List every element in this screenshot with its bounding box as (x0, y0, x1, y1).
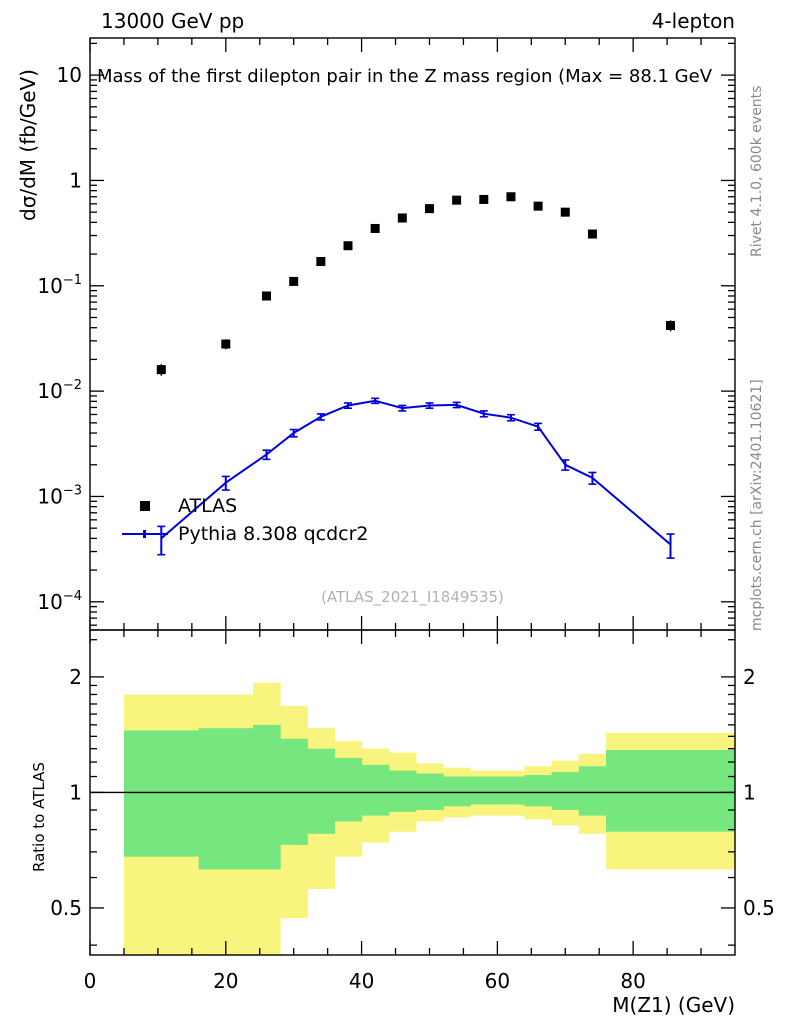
beam-energy-label: 13000 GeV pp (101, 9, 245, 33)
y-tick-label-ratio-left: 2 (69, 665, 82, 689)
x-tick-label: 0 (84, 969, 97, 993)
plot-title: Mass of the first dilepton pair in the Z… (97, 66, 713, 87)
uncertainty-band-inner-bin (307, 748, 336, 834)
x-axis-label: M(Z1) (GeV) (612, 993, 735, 1017)
y-tick-label-main: 10−2 (37, 378, 82, 403)
atlas-data-point (452, 195, 462, 205)
uncertainty-band-inner-bin (415, 773, 444, 810)
process-label: 4-lepton (651, 9, 735, 33)
x-tick-label: 80 (620, 969, 645, 993)
atlas-data-point (262, 291, 272, 301)
uncertainty-band-inner-bin (497, 776, 526, 805)
y-tick-label-main: 10 (57, 63, 82, 87)
legend-label-atlas: ATLAS (178, 495, 238, 517)
atlas-data-point (506, 192, 516, 202)
y-tick-label-ratio-left: 0.5 (50, 896, 82, 920)
y-tick-label-ratio-left: 1 (69, 780, 82, 804)
uncertainty-band-inner-bin (198, 728, 254, 870)
axis-ticks (89, 38, 735, 955)
y-tick-label-main: 10−1 (37, 273, 82, 298)
y-axis-label-main: dσ/dM (fb/GeV) (16, 69, 40, 221)
y-tick-label-main: 1 (69, 168, 82, 192)
y-tick-label-ratio-right: 2 (743, 665, 756, 689)
rivet-version-label: Rivet 4.1.0, 600k events (749, 85, 765, 257)
legend-entry-atlas: ATLAS (120, 492, 369, 520)
x-tick-label: 40 (349, 969, 374, 993)
y-tick-label-main: 10−4 (37, 589, 82, 614)
y-axis-label-ratio: Ratio to ATLAS (30, 762, 48, 872)
ratio-panel-frame (89, 629, 736, 956)
pythia-series (157, 397, 675, 559)
y-tick-label-ratio-right: 0.5 (743, 896, 775, 920)
uncertainty-band-inner-bin (388, 770, 417, 812)
atlas-series (156, 192, 675, 376)
uncertainty-band-inner-bin (470, 776, 498, 805)
atlas-data-point (560, 207, 570, 217)
atlas-data-point (289, 276, 299, 286)
atlas-data-point (221, 339, 231, 349)
atlas-data-point (316, 257, 326, 267)
y-tick-label-main: 10−3 (37, 483, 82, 508)
ratio-uncertainty-bands (123, 682, 735, 955)
analysis-id-watermark: (ATLAS_2021_I1849535) (321, 588, 504, 606)
legend: ATLAS Pythia 8.308 qcdcr2 (120, 492, 369, 548)
atlas-data-point (424, 204, 434, 214)
atlas-data-point (587, 229, 597, 239)
uncertainty-band-inner-bin (361, 764, 390, 816)
legend-label-pythia: Pythia 8.308 qcdcr2 (178, 523, 369, 545)
x-tick-label: 20 (213, 969, 238, 993)
atlas-data-point (370, 223, 380, 233)
atlas-data-point (533, 201, 543, 211)
legend-entry-pythia: Pythia 8.308 qcdcr2 (120, 520, 369, 548)
pythia-line (160, 399, 672, 546)
uncertainty-band-inner (123, 724, 735, 870)
uncertainty-band-inner-bin (578, 766, 607, 816)
x-tick-label: 60 (485, 969, 510, 993)
uncertainty-band-inner-bin (123, 730, 200, 857)
atlas-marker-icon (120, 501, 170, 511)
uncertainty-band-inner-bin (551, 772, 580, 810)
pythia-marker-icon (120, 530, 170, 538)
uncertainty-band-inner-bin (252, 724, 281, 870)
atlas-data-point (397, 213, 407, 223)
y-tick-label-ratio-right: 1 (743, 780, 756, 804)
uncertainty-band-inner-bin (443, 776, 471, 807)
atlas-data-point (479, 194, 489, 204)
atlas-data-point (343, 241, 353, 251)
uncertainty-band-inner-bin (524, 775, 553, 807)
uncertainty-band-inner-bin (606, 749, 735, 832)
mcplots-arxiv-label: mcplots.cern.ch [arXiv:2401.10621] (749, 379, 765, 631)
uncertainty-band-inner-bin (334, 757, 363, 822)
atlas-data-point (666, 320, 675, 330)
atlas-data-point (156, 365, 166, 375)
